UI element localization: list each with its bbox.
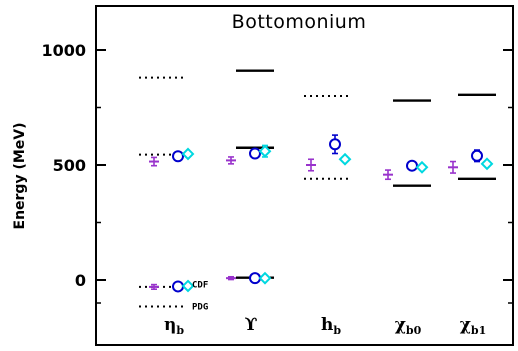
circle-marker xyxy=(172,150,184,163)
category-subscript: b1 xyxy=(471,324,486,337)
category-label: ϒ xyxy=(245,315,258,335)
circle-marker xyxy=(249,147,261,160)
category-subscript: b0 xyxy=(406,324,422,337)
diamond-marker xyxy=(258,144,272,158)
diamond-marker xyxy=(338,152,352,166)
circle-marker xyxy=(406,159,418,172)
data-points xyxy=(149,134,494,293)
y-tick-label: 500 xyxy=(53,156,86,175)
category-subscript: b xyxy=(176,324,184,337)
diamond-marker xyxy=(258,271,272,285)
y-tick-label: 1000 xyxy=(41,41,86,60)
plot-frame xyxy=(95,5,514,346)
circle-marker xyxy=(172,280,184,293)
category-label: hb xyxy=(321,315,341,337)
chart-title: Bottomonium xyxy=(232,11,367,33)
y-axis: 0 500 1000 xyxy=(41,41,513,304)
category-label: χb0 xyxy=(395,315,422,337)
diamond-marker xyxy=(181,279,195,293)
y-tick-label: 0 xyxy=(75,271,86,290)
annotations: CDF PDG xyxy=(192,281,208,313)
category-subscript: b xyxy=(333,324,341,337)
experiment-levels xyxy=(139,69,496,308)
diamond-marker xyxy=(480,157,494,171)
circle-marker xyxy=(471,149,483,162)
annotation-label: CDF xyxy=(192,281,208,291)
diamond-marker xyxy=(181,147,195,161)
circle-marker xyxy=(249,272,261,285)
circle-marker xyxy=(329,138,341,151)
diamond-marker xyxy=(415,160,429,174)
category-label: ηb xyxy=(164,315,184,337)
y-axis-title: Energy (MeV) xyxy=(12,122,28,229)
annotation-label: PDG xyxy=(192,302,208,312)
category-label: χb1 xyxy=(460,315,487,337)
